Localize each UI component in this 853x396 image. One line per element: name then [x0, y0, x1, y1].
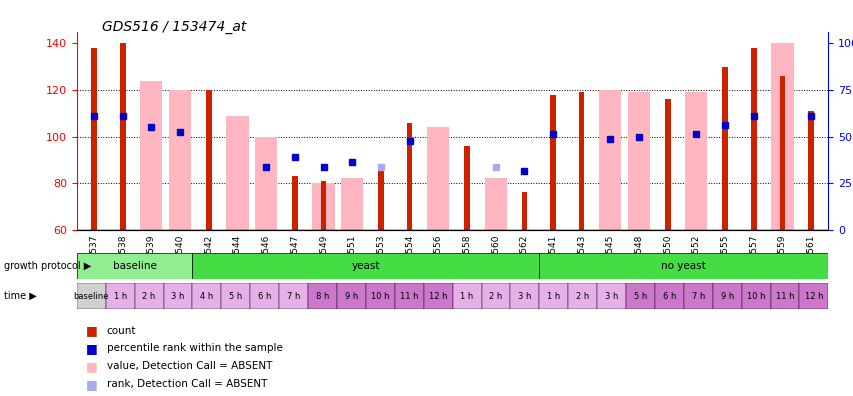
Text: 6 h: 6 h	[258, 291, 271, 301]
Text: 6 h: 6 h	[662, 291, 676, 301]
Text: 3 h: 3 h	[604, 291, 618, 301]
FancyBboxPatch shape	[712, 283, 740, 309]
Text: baseline: baseline	[73, 291, 109, 301]
Text: 12 h: 12 h	[428, 291, 447, 301]
Text: no yeast: no yeast	[661, 261, 705, 271]
Bar	[599, 90, 621, 230]
Text: 1 h: 1 h	[113, 291, 127, 301]
Bar	[321, 181, 326, 230]
Bar	[521, 192, 526, 230]
Text: value, Detection Call = ABSENT: value, Detection Call = ABSENT	[107, 361, 272, 371]
Bar	[627, 92, 649, 230]
FancyBboxPatch shape	[740, 283, 769, 309]
FancyBboxPatch shape	[769, 283, 798, 309]
FancyBboxPatch shape	[539, 283, 567, 309]
Text: 8 h: 8 h	[316, 291, 329, 301]
Text: 9 h: 9 h	[720, 291, 733, 301]
FancyBboxPatch shape	[481, 283, 510, 309]
FancyBboxPatch shape	[135, 283, 164, 309]
FancyBboxPatch shape	[394, 283, 423, 309]
Text: 1 h: 1 h	[547, 291, 560, 301]
Text: 1 h: 1 h	[460, 291, 473, 301]
Text: 12 h: 12 h	[804, 291, 822, 301]
Bar	[549, 95, 555, 230]
FancyBboxPatch shape	[250, 283, 279, 309]
FancyBboxPatch shape	[77, 253, 192, 279]
Text: yeast: yeast	[351, 261, 380, 271]
Text: 10 h: 10 h	[371, 291, 389, 301]
FancyBboxPatch shape	[625, 283, 654, 309]
Text: 7 h: 7 h	[287, 291, 300, 301]
Text: baseline: baseline	[113, 261, 156, 271]
FancyBboxPatch shape	[279, 283, 308, 309]
FancyBboxPatch shape	[106, 283, 135, 309]
Text: 10 h: 10 h	[746, 291, 764, 301]
Text: 11 h: 11 h	[399, 291, 418, 301]
Bar	[664, 99, 670, 230]
Bar	[406, 122, 412, 230]
Text: 5 h: 5 h	[229, 291, 242, 301]
Bar	[226, 116, 248, 230]
FancyBboxPatch shape	[308, 283, 337, 309]
Bar	[685, 92, 706, 230]
Bar	[750, 48, 756, 230]
FancyBboxPatch shape	[192, 253, 539, 279]
Text: ■: ■	[85, 378, 97, 390]
Bar	[140, 81, 162, 230]
Bar	[120, 43, 125, 230]
Text: growth protocol ▶: growth protocol ▶	[4, 261, 91, 271]
Text: percentile rank within the sample: percentile rank within the sample	[107, 343, 282, 354]
FancyBboxPatch shape	[567, 283, 596, 309]
Text: 2 h: 2 h	[489, 291, 502, 301]
Text: 3 h: 3 h	[171, 291, 184, 301]
FancyBboxPatch shape	[77, 283, 106, 309]
FancyBboxPatch shape	[423, 283, 452, 309]
FancyBboxPatch shape	[164, 283, 192, 309]
Bar	[808, 111, 813, 230]
FancyBboxPatch shape	[452, 283, 481, 309]
Bar	[426, 127, 449, 230]
Text: ■: ■	[85, 360, 97, 373]
FancyBboxPatch shape	[192, 283, 221, 309]
Bar	[779, 76, 784, 230]
Text: 11 h: 11 h	[775, 291, 793, 301]
FancyBboxPatch shape	[365, 283, 394, 309]
Text: 2 h: 2 h	[576, 291, 589, 301]
FancyBboxPatch shape	[337, 283, 365, 309]
Text: GDS516 / 153474_at: GDS516 / 153474_at	[102, 20, 247, 34]
FancyBboxPatch shape	[654, 283, 683, 309]
FancyBboxPatch shape	[510, 283, 539, 309]
FancyBboxPatch shape	[798, 283, 827, 309]
FancyBboxPatch shape	[221, 283, 250, 309]
Text: rank, Detection Call = ABSENT: rank, Detection Call = ABSENT	[107, 379, 267, 389]
Bar	[312, 183, 334, 230]
Text: ■: ■	[85, 342, 97, 355]
FancyBboxPatch shape	[539, 253, 827, 279]
Text: 4 h: 4 h	[200, 291, 213, 301]
Bar	[292, 176, 297, 230]
Text: 5 h: 5 h	[633, 291, 647, 301]
FancyBboxPatch shape	[596, 283, 625, 309]
Bar	[770, 43, 792, 230]
Bar	[91, 48, 96, 230]
Text: 3 h: 3 h	[518, 291, 531, 301]
Bar	[169, 90, 191, 230]
Text: 9 h: 9 h	[345, 291, 357, 301]
Bar	[378, 164, 383, 230]
Bar	[722, 67, 727, 230]
Bar	[464, 146, 469, 230]
Text: ■: ■	[85, 324, 97, 337]
Bar	[206, 90, 212, 230]
Text: time ▶: time ▶	[4, 291, 37, 301]
FancyBboxPatch shape	[683, 283, 712, 309]
Text: 7 h: 7 h	[691, 291, 705, 301]
Text: count: count	[107, 326, 136, 336]
Bar	[578, 92, 583, 230]
Text: 2 h: 2 h	[142, 291, 155, 301]
Bar	[255, 137, 277, 230]
Bar	[484, 179, 506, 230]
Bar	[341, 179, 363, 230]
